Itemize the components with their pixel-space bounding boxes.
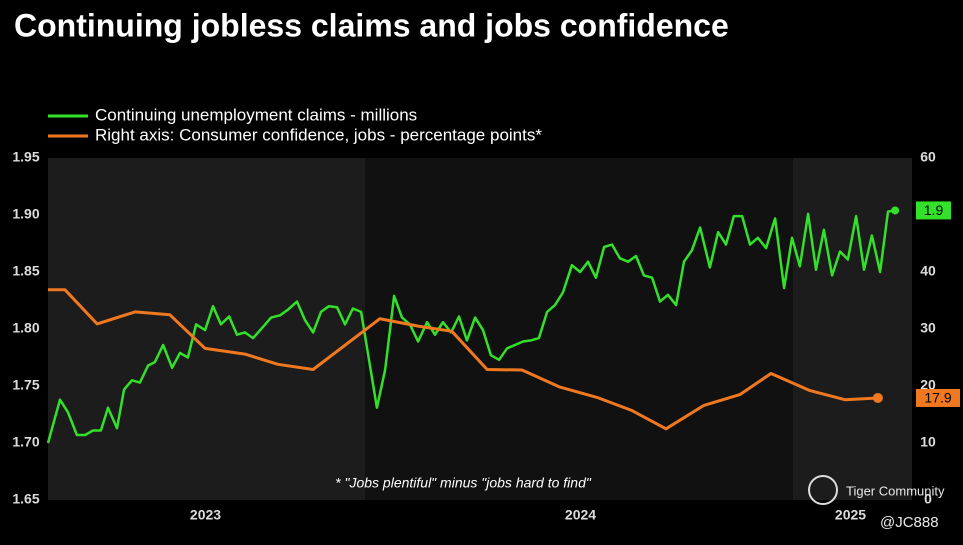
end-label-box [916, 201, 951, 220]
y-tick-label: 1.80 [12, 320, 39, 336]
y2-tick-label: 60 [920, 149, 936, 165]
y-tick-label: 1.95 [12, 149, 39, 165]
credit: @JC888 [880, 514, 939, 531]
x-tick-label: 2023 [190, 507, 221, 523]
y2-tick-label: 10 [920, 434, 936, 450]
x-tick-label: 2025 [835, 507, 866, 523]
chart-title: Continuing jobless claims and jobs confi… [14, 7, 729, 43]
legend-label: Continuing unemployment claims - million… [95, 105, 417, 124]
series-line [46, 209, 896, 444]
footnote: * "Jobs plentiful" minus "jobs hard to f… [335, 475, 592, 491]
y-tick-label: 1.70 [12, 434, 39, 450]
series-line [48, 288, 878, 431]
end-label: 1.9 [924, 202, 944, 218]
watermark: Tiger Community [846, 483, 945, 498]
end-label: 17.9 [924, 390, 951, 406]
y2-tick-label: 30 [920, 320, 936, 336]
end-label-box [916, 388, 960, 407]
watermark-icon [808, 475, 838, 505]
x-tick-label: 2024 [565, 507, 596, 523]
y-tick-label: 1.85 [12, 263, 39, 279]
y-tick-label: 1.90 [12, 206, 39, 222]
y-tick-label: 1.65 [12, 491, 39, 507]
shaded-band [793, 158, 912, 500]
end-point [872, 392, 883, 403]
legend-label: Right axis: Consumer confidence, jobs - … [95, 125, 542, 144]
end-point [891, 206, 900, 215]
y-tick-label: 1.75 [12, 377, 39, 393]
y2-tick-label: 20 [920, 377, 936, 393]
y2-tick-label: 40 [920, 263, 936, 279]
y2-tick-label: 0 [924, 491, 932, 507]
